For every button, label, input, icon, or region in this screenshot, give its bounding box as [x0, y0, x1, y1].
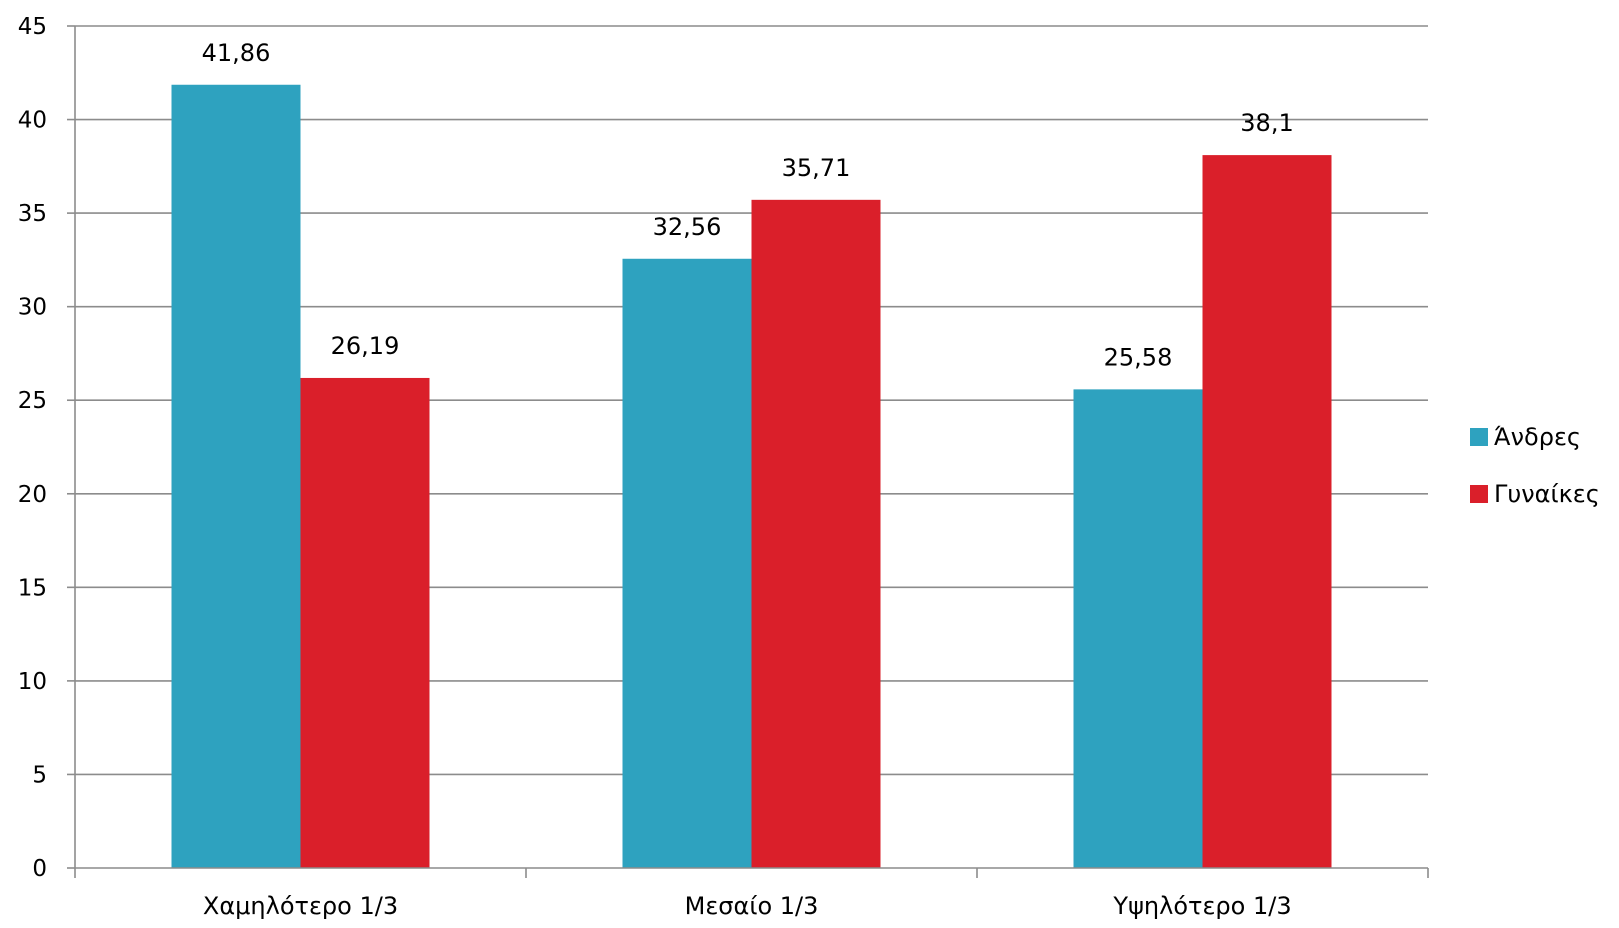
bar [1073, 389, 1203, 868]
y-tick-label: 10 [18, 669, 47, 695]
data-label: 26,19 [331, 332, 400, 360]
bar [300, 377, 430, 868]
bar [171, 84, 301, 869]
y-tick-label: 25 [18, 388, 47, 414]
legend: Άνδρες Γυναίκες [1470, 423, 1600, 508]
x-category-label: Υψηλότερο 1/3 [1112, 892, 1291, 920]
axes [67, 25, 1429, 878]
bars [171, 84, 1332, 869]
data-label: 32,56 [653, 213, 722, 241]
legend-label: Άνδρες [1494, 423, 1581, 451]
x-category-label: Μεσαίο 1/3 [685, 892, 819, 920]
bar [1202, 155, 1332, 868]
bar [751, 199, 881, 868]
y-tick-label: 5 [32, 762, 47, 788]
y-tick-label: 20 [18, 482, 47, 508]
bar [622, 258, 752, 868]
y-tick-label: 30 [18, 295, 47, 321]
y-tick-label: 45 [18, 14, 47, 40]
y-tick-labels: 0 5 10 15 20 25 30 35 40 45 [18, 14, 47, 882]
legend-label: Γυναίκες [1494, 480, 1600, 508]
data-label: 41,86 [202, 39, 271, 67]
data-label: 25,58 [1104, 343, 1173, 371]
y-tick-label: 40 [18, 108, 47, 134]
data-labels: 41,86 26,19 32,56 35,71 25,58 38,1 [202, 39, 1294, 372]
data-label: 35,71 [782, 154, 851, 182]
legend-swatch [1470, 485, 1488, 503]
data-label: 38,1 [1240, 109, 1293, 137]
y-tick-label: 35 [18, 201, 47, 227]
x-category-label: Χαμηλότερο 1/3 [203, 892, 398, 920]
y-tick-label: 15 [18, 575, 47, 601]
y-tick-label: 0 [32, 856, 47, 882]
legend-swatch [1470, 428, 1488, 446]
x-category-labels: Χαμηλότερο 1/3 Μεσαίο 1/3 Υψηλότερο 1/3 [203, 892, 1292, 920]
